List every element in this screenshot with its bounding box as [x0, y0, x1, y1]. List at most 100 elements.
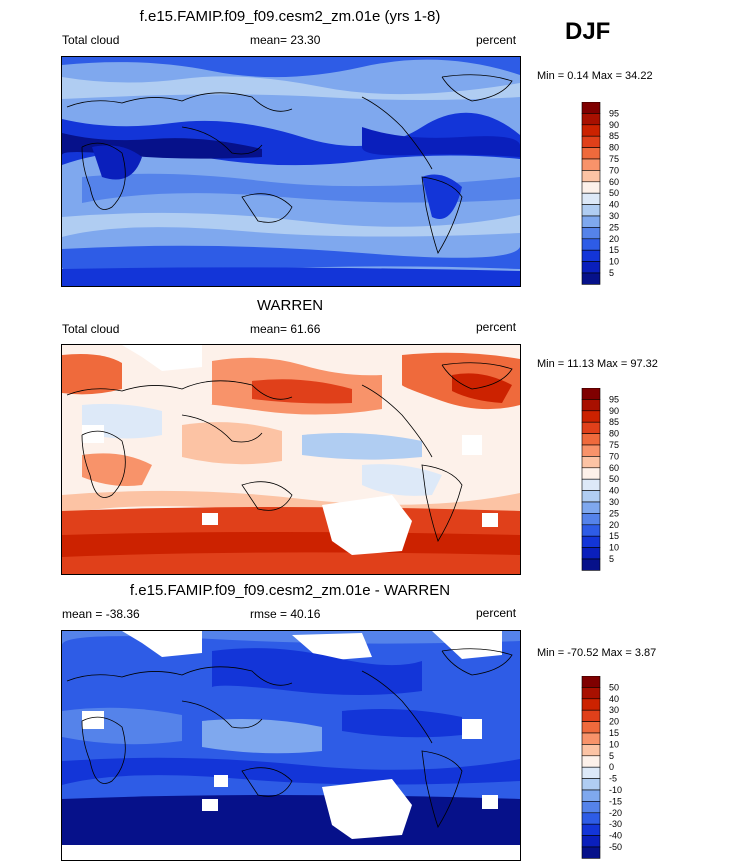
panel3-minmax: Min = -70.52 Max = 3.87	[537, 647, 657, 659]
colorbar-swatch	[581, 249, 601, 262]
colorbar-tick-label: 5	[609, 268, 614, 278]
colorbar-tick-label: 85	[609, 131, 619, 141]
colorbar-tick-label: 40	[609, 486, 619, 496]
colorbar-swatch	[581, 789, 601, 802]
colorbar-swatch	[581, 698, 601, 711]
colorbar-tick-label: 15	[609, 245, 619, 255]
panel3-mean-label: mean = -38.36	[62, 607, 140, 621]
colorbar-swatch	[581, 801, 601, 814]
colorbar-swatch	[581, 755, 601, 768]
colorbar-swatch	[581, 261, 601, 274]
panel1-title: f.e15.FAMIP.f09_f09.cesm2_zm.01e (yrs 1-…	[139, 8, 441, 25]
colorbar-tick-label: 0	[609, 762, 614, 772]
colorbar-tick-label: 95	[609, 108, 619, 118]
colorbar-swatch	[581, 812, 601, 825]
colorbar-swatch	[581, 721, 601, 734]
panel3-map	[61, 630, 521, 861]
colorbar-swatch	[581, 215, 601, 228]
colorbar-tick-label: -30	[609, 819, 622, 829]
panel3-map-field	[62, 631, 520, 860]
panel2-title: WARREN	[256, 297, 324, 314]
colorbar-swatch	[581, 170, 601, 183]
panel1-left-label: Total cloud	[62, 33, 120, 47]
colorbar-tick-label: 50	[609, 682, 619, 692]
colorbar-swatch	[581, 744, 601, 757]
colorbar-tick-label: 20	[609, 234, 619, 244]
colorbar-swatch	[581, 421, 601, 434]
colorbar-swatch	[581, 547, 601, 560]
colorbar-tick-label: -20	[609, 808, 622, 818]
colorbar-tick-label: 10	[609, 257, 619, 267]
colorbar-swatch	[581, 147, 601, 160]
colorbar-swatch	[581, 124, 601, 137]
colorbar-tick-label: 30	[609, 211, 619, 221]
colorbar-tick-label: 95	[609, 394, 619, 404]
colorbar-tick-label: 75	[609, 440, 619, 450]
colorbar-tick-label: 15	[609, 728, 619, 738]
colorbar-swatch	[581, 158, 601, 171]
colorbar-tick-label: 85	[609, 417, 619, 427]
colorbar-tick-label: -40	[609, 831, 622, 841]
colorbar-tick-label: 20	[609, 717, 619, 727]
colorbar-tick-label: 40	[609, 200, 619, 210]
colorbar-tick-label: 25	[609, 508, 619, 518]
colorbar-tick-label: 80	[609, 143, 619, 153]
panel3-colorbar: 50 40 30 20 15 10 5 0 -5 -10 -15 -20 -30 -40 -50	[580, 675, 640, 865]
panel1-minmax: Min = 0.14 Max = 34.22	[537, 70, 653, 82]
colorbar-swatch	[581, 709, 601, 722]
colorbar-swatch	[581, 204, 601, 217]
colorbar-swatch	[581, 272, 601, 285]
colorbar-swatch	[581, 135, 601, 148]
colorbar-swatch	[581, 835, 601, 848]
colorbar-tick-label: 50	[609, 188, 619, 198]
colorbar-tick-label: 90	[609, 120, 619, 130]
colorbar-swatch	[581, 387, 601, 400]
colorbar-tick-label: 30	[609, 497, 619, 507]
colorbar-tick-label: 5	[609, 751, 614, 761]
colorbar-swatch	[581, 467, 601, 480]
panel1-map	[61, 56, 521, 287]
colorbar-swatch	[581, 558, 601, 571]
colorbar-tick-label: 70	[609, 165, 619, 175]
colorbar-tick-label: -5	[609, 774, 617, 784]
colorbar-tick-label: 70	[609, 451, 619, 461]
panel2-mean-label: mean= 61.66	[250, 322, 321, 336]
colorbar-swatch	[581, 524, 601, 537]
panel1-mean-label: mean= 23.30	[250, 33, 321, 47]
colorbar-swatch	[581, 433, 601, 446]
panel1-map-field	[62, 57, 520, 286]
colorbar-swatch	[581, 478, 601, 491]
colorbar-tick-label: 90	[609, 406, 619, 416]
colorbar-swatch	[581, 846, 601, 859]
colorbar-tick-label: 50	[609, 474, 619, 484]
colorbar-swatch	[581, 101, 601, 114]
colorbar-tick-label: -50	[609, 842, 622, 852]
panel3-rmse-label: rmse = 40.16	[250, 607, 321, 621]
panel2-minmax: Min = 11.13 Max = 97.32	[537, 358, 658, 370]
panel2-left-label: Total cloud	[62, 322, 120, 336]
colorbar-tick-label: -10	[609, 785, 622, 795]
panel3-title: f.e15.FAMIP.f09_f09.cesm2_zm.01e - WARRE…	[129, 582, 451, 599]
colorbar-tick-label: 60	[609, 177, 619, 187]
colorbar-tick-label: 15	[609, 531, 619, 541]
colorbar-tick-label: 10	[609, 739, 619, 749]
panel2-map	[61, 344, 521, 575]
colorbar-swatch	[581, 675, 601, 688]
colorbar-swatch	[581, 501, 601, 514]
panel2-map-field	[62, 345, 520, 574]
colorbar-tick-label: 80	[609, 429, 619, 439]
panel2-units-label: percent	[476, 320, 517, 334]
colorbar-swatch	[581, 732, 601, 745]
colorbar-swatch	[581, 823, 601, 836]
colorbar-tick-label: -15	[609, 796, 622, 806]
season-label: DJF	[565, 18, 611, 45]
colorbar-swatch	[581, 778, 601, 791]
panel1-colorbar: 95 90 85 80 75 70 60 50 40 30 25 20 15 10 5	[580, 101, 640, 291]
colorbar-swatch	[581, 513, 601, 526]
panel1-units-label: percent	[476, 33, 517, 47]
colorbar-tick-label: 25	[609, 222, 619, 232]
colorbar-tick-label: 40	[609, 694, 619, 704]
